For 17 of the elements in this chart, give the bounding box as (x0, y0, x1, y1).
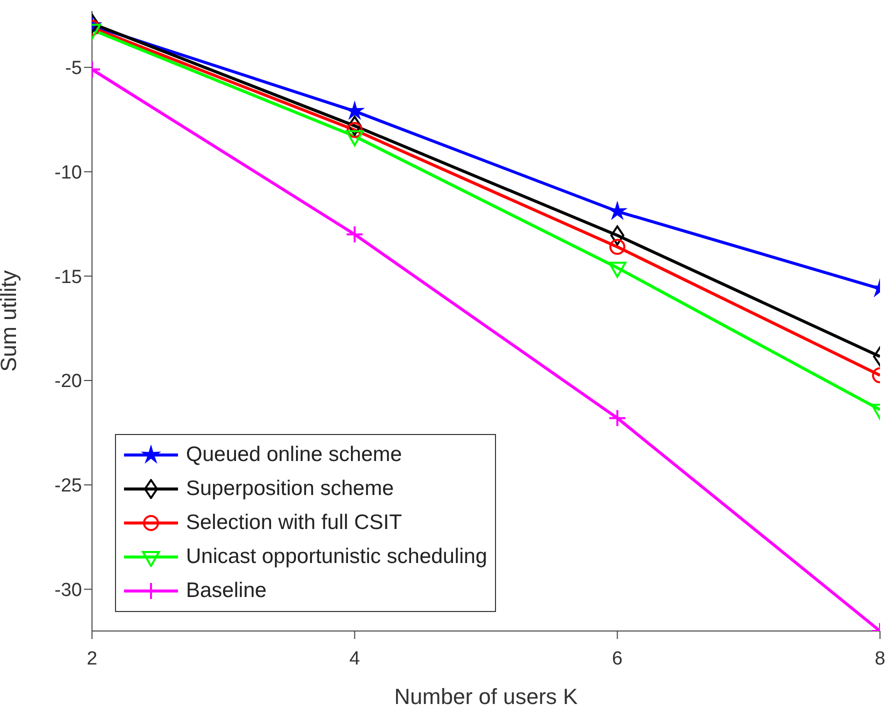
y-tick-label: -15 (54, 266, 82, 288)
y-tick-label: -25 (54, 476, 82, 497)
y-axis-title: Sum utility (0, 270, 21, 372)
y-tick-label: -10 (54, 162, 82, 184)
legend-label: Unicast opportunistic scheduling (186, 545, 488, 569)
y-tick-label: -5 (65, 58, 82, 80)
x-tick-label: 4 (349, 648, 360, 670)
legend-label: Baseline (186, 579, 267, 603)
y-tick-label: -30 (54, 580, 82, 601)
legend-label: Selection with full CSIT (186, 511, 402, 535)
x-tick-label: 2 (86, 648, 98, 670)
x-tick-label: 8 (874, 648, 886, 670)
x-axis-title: Number of users K (394, 684, 578, 709)
y-tick-label: -20 (54, 371, 82, 392)
legend-label: Queued online scheme (186, 443, 402, 467)
x-tick-label: 6 (612, 648, 623, 670)
legend-label: Superposition scheme (186, 477, 394, 501)
